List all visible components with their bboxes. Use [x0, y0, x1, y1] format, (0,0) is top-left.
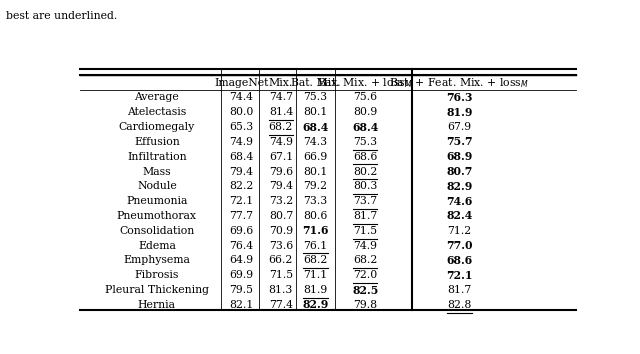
- Text: ImageNet: ImageNet: [214, 78, 268, 87]
- Text: 75.3: 75.3: [353, 137, 377, 147]
- Text: 74.9: 74.9: [229, 137, 253, 147]
- Text: 66.2: 66.2: [269, 256, 293, 266]
- Text: 81.9: 81.9: [446, 107, 472, 118]
- Text: 68.6: 68.6: [353, 152, 378, 162]
- Text: 79.6: 79.6: [269, 166, 293, 177]
- Text: 82.1: 82.1: [229, 300, 253, 310]
- Text: 77.7: 77.7: [229, 211, 253, 221]
- Text: Consolidation: Consolidation: [119, 226, 195, 236]
- Text: 80.6: 80.6: [303, 211, 328, 221]
- Text: Bat. Mix.: Bat. Mix.: [291, 78, 340, 87]
- Text: 73.2: 73.2: [269, 196, 293, 206]
- Text: 66.9: 66.9: [303, 152, 328, 162]
- Text: 81.7: 81.7: [353, 211, 378, 221]
- Text: 79.5: 79.5: [229, 285, 253, 295]
- Text: 80.7: 80.7: [446, 166, 472, 177]
- Text: Edema: Edema: [138, 241, 176, 251]
- Text: 80.3: 80.3: [353, 181, 378, 192]
- Text: 74.9: 74.9: [269, 137, 293, 147]
- Text: 68.2: 68.2: [353, 256, 378, 266]
- Text: Effusion: Effusion: [134, 137, 180, 147]
- Text: 72.0: 72.0: [353, 270, 378, 280]
- Text: 74.6: 74.6: [446, 196, 472, 207]
- Text: 82.9: 82.9: [303, 299, 329, 310]
- Text: Infiltration: Infiltration: [127, 152, 187, 162]
- Text: 79.4: 79.4: [229, 166, 253, 177]
- Text: 72.1: 72.1: [446, 270, 473, 281]
- Text: 71.6: 71.6: [302, 225, 329, 236]
- Text: 74.7: 74.7: [269, 92, 293, 102]
- Text: 75.3: 75.3: [303, 92, 328, 102]
- Text: 79.8: 79.8: [353, 300, 377, 310]
- Text: 76.4: 76.4: [229, 241, 253, 251]
- Text: 68.2: 68.2: [269, 122, 293, 132]
- Text: 80.1: 80.1: [303, 166, 328, 177]
- Text: 75.7: 75.7: [446, 136, 473, 147]
- Text: 69.6: 69.6: [229, 226, 253, 236]
- Text: 72.1: 72.1: [229, 196, 253, 206]
- Text: 71.1: 71.1: [303, 270, 328, 280]
- Text: 81.7: 81.7: [447, 285, 472, 295]
- Text: Fibrosis: Fibrosis: [134, 270, 179, 280]
- Text: 68.4: 68.4: [352, 121, 378, 132]
- Text: 73.6: 73.6: [269, 241, 293, 251]
- Text: Mass: Mass: [143, 166, 171, 177]
- Text: 74.4: 74.4: [229, 92, 253, 102]
- Text: Pleural Thickening: Pleural Thickening: [105, 285, 209, 295]
- Text: 82.4: 82.4: [446, 211, 472, 222]
- Text: 82.9: 82.9: [446, 181, 472, 192]
- Text: 68.2: 68.2: [303, 256, 328, 266]
- Text: 74.9: 74.9: [353, 241, 377, 251]
- Text: 76.3: 76.3: [446, 92, 473, 103]
- Text: Mix.: Mix.: [269, 78, 293, 87]
- Text: 68.6: 68.6: [446, 255, 472, 266]
- Text: 68.9: 68.9: [446, 151, 472, 162]
- Text: Pneumonia: Pneumonia: [126, 196, 188, 206]
- Text: 71.2: 71.2: [447, 226, 472, 236]
- Text: 81.9: 81.9: [303, 285, 328, 295]
- Text: 70.9: 70.9: [269, 226, 293, 236]
- Text: 69.9: 69.9: [229, 270, 253, 280]
- Text: best are underlined.: best are underlined.: [6, 11, 118, 21]
- Text: 81.3: 81.3: [269, 285, 293, 295]
- Text: 71.5: 71.5: [353, 226, 377, 236]
- Text: 80.2: 80.2: [353, 166, 378, 177]
- Text: 67.1: 67.1: [269, 152, 293, 162]
- Text: Nodule: Nodule: [137, 181, 177, 192]
- Text: 68.4: 68.4: [303, 121, 329, 132]
- Text: 76.1: 76.1: [303, 241, 328, 251]
- Text: 65.3: 65.3: [229, 122, 253, 132]
- Text: Cardiomegaly: Cardiomegaly: [119, 122, 195, 132]
- Text: 80.1: 80.1: [303, 107, 328, 117]
- Text: 82.2: 82.2: [229, 181, 253, 192]
- Text: 74.3: 74.3: [303, 137, 328, 147]
- Text: Atelectasis: Atelectasis: [127, 107, 186, 117]
- Text: 80.0: 80.0: [229, 107, 253, 117]
- Text: 75.6: 75.6: [353, 92, 377, 102]
- Text: 71.5: 71.5: [269, 270, 293, 280]
- Text: 79.2: 79.2: [303, 181, 328, 192]
- Text: 64.9: 64.9: [229, 256, 253, 266]
- Text: 81.4: 81.4: [269, 107, 293, 117]
- Text: 67.9: 67.9: [447, 122, 472, 132]
- Text: 68.4: 68.4: [229, 152, 253, 162]
- Text: Bat. + Feat. Mix. + loss$_M$: Bat. + Feat. Mix. + loss$_M$: [390, 76, 529, 90]
- Text: 79.4: 79.4: [269, 181, 293, 192]
- Text: Average: Average: [134, 92, 179, 102]
- Text: 77.4: 77.4: [269, 300, 293, 310]
- Text: 73.7: 73.7: [353, 196, 377, 206]
- Text: 73.3: 73.3: [303, 196, 328, 206]
- Text: Emphysema: Emphysema: [124, 256, 190, 266]
- Text: 82.8: 82.8: [447, 300, 472, 310]
- Text: 80.9: 80.9: [353, 107, 378, 117]
- Text: Bat. Mix. + loss$_M$: Bat. Mix. + loss$_M$: [317, 76, 413, 90]
- Text: 80.7: 80.7: [269, 211, 293, 221]
- Text: 77.0: 77.0: [446, 240, 473, 251]
- Text: Hernia: Hernia: [138, 300, 176, 310]
- Text: Pneumothorax: Pneumothorax: [117, 211, 197, 221]
- Text: 82.5: 82.5: [352, 285, 378, 296]
